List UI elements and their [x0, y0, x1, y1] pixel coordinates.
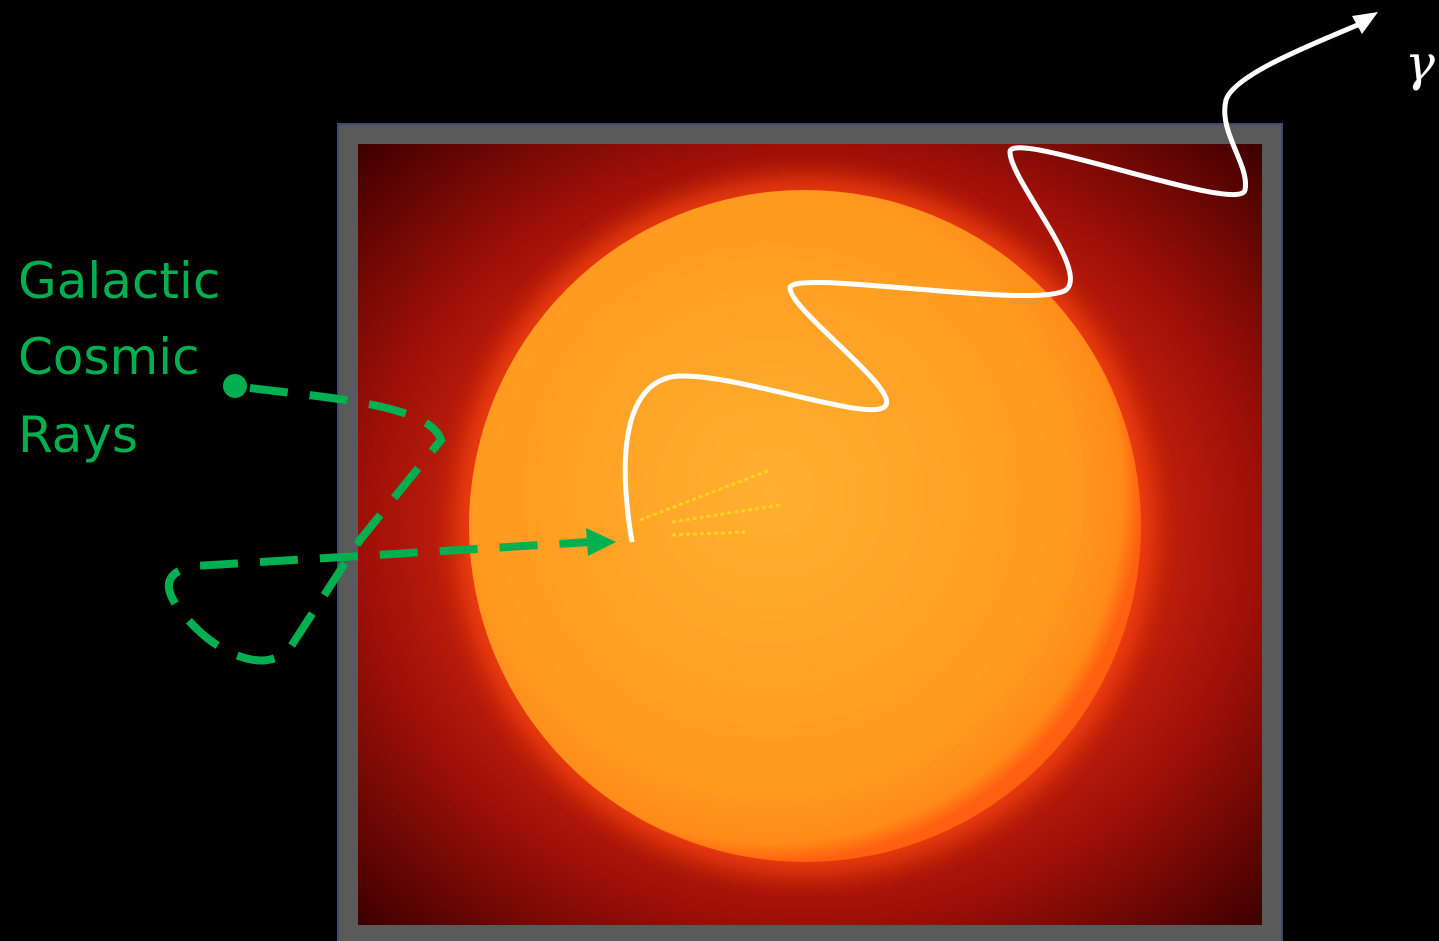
gamma-label: γ	[1405, 34, 1435, 92]
cosmic-ray-path	[164, 384, 591, 665]
gamma-arrowhead	[1352, 12, 1378, 34]
cosmic-ray-arrowhead	[586, 528, 616, 556]
sun	[469, 190, 1141, 862]
cosmic-ray-origin	[223, 374, 247, 398]
gamma-ray-path	[622, 21, 1361, 543]
cosmic-rays-label: Rays	[18, 406, 138, 464]
cosmic-rays-label: Cosmic	[18, 328, 200, 386]
cosmic-rays-label: Galactic	[18, 252, 220, 310]
yellow-dotted-lines	[639, 468, 781, 537]
